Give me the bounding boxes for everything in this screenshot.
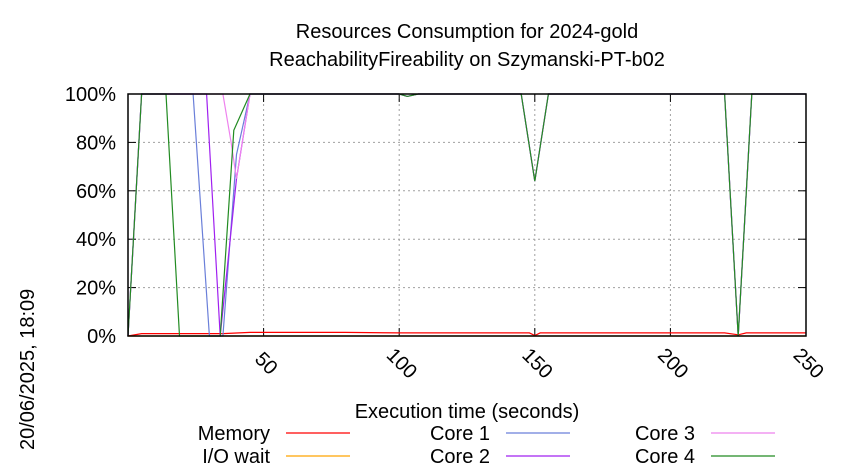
series-line-core-2 xyxy=(127,93,806,337)
x-tick-label: 50 xyxy=(250,348,281,379)
series-line-core-1 xyxy=(127,93,806,337)
legend-label-core-2: Core 2 xyxy=(430,446,490,468)
grid-lines xyxy=(128,94,806,336)
x-tick-label: 200 xyxy=(653,344,692,383)
x-tick-label: 150 xyxy=(517,344,556,383)
legend-label-core-1: Core 1 xyxy=(430,423,490,445)
x-axis-label: Execution time (seconds) xyxy=(355,401,580,423)
y-tick-label: 60% xyxy=(76,181,116,203)
legend-label-i-o-wait: I/O wait xyxy=(202,446,270,468)
legend-label-core-3: Core 3 xyxy=(635,423,695,445)
y-tick-label: 40% xyxy=(76,229,116,251)
x-tick-label: 250 xyxy=(789,344,828,383)
series-lines xyxy=(127,93,806,337)
legend-label-core-4: Core 4 xyxy=(635,446,695,468)
y-tick-label: 20% xyxy=(76,278,116,300)
plot-frame xyxy=(127,93,807,337)
y-axis-ticks: 0% 20% 40% 60% 80% 100% xyxy=(65,84,806,348)
series-line-core-3 xyxy=(127,93,806,337)
x-tick-label: 100 xyxy=(382,344,421,383)
series-line-memory xyxy=(127,331,806,337)
legend-label-memory: Memory xyxy=(198,423,270,445)
x-axis-ticks: 50 100 150 200 250 xyxy=(250,94,828,383)
y-tick-label: 100% xyxy=(65,84,116,106)
series-line-core-4 xyxy=(127,93,806,337)
y-tick-label: 80% xyxy=(76,132,116,154)
chart-title-line1: Resources Consumption for 2024-gold xyxy=(296,21,638,43)
y-tick-label: 0% xyxy=(87,326,116,348)
chart-title-line2: ReachabilityFireability on Szymanski-PT-… xyxy=(269,49,665,71)
timestamp-label: 20/06/2025, 18:09 xyxy=(17,289,39,450)
